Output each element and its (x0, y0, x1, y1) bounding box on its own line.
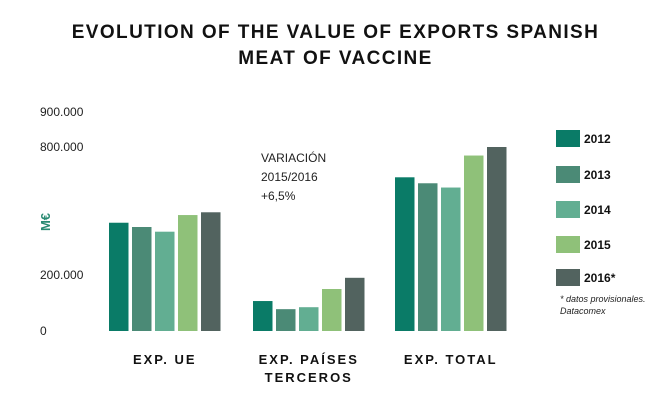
bar-2-0 (395, 177, 415, 331)
annotation-line-1: 2015/2016 (261, 170, 318, 184)
bar-2-2 (441, 187, 461, 331)
legend-label-3: 2015 (584, 238, 611, 252)
y-tick-label-2: 800.000 (40, 140, 84, 154)
bar-2-1 (418, 183, 438, 331)
bar-1-3 (322, 289, 342, 331)
legend-swatch-4 (556, 269, 580, 286)
y-tick-label-1: 200.000 (40, 268, 84, 282)
legend-swatch-2 (556, 201, 580, 218)
bar-0-1 (132, 227, 152, 331)
category-label-2-0: EXP. TOTAL (404, 352, 498, 367)
legend-swatch-3 (556, 236, 580, 253)
category-label-1-0: EXP. PAÍSES (259, 352, 359, 367)
source-note-0: * datos provisionales. (560, 294, 646, 304)
y-axis-label: M€ (38, 213, 53, 231)
y-tick-label-3: 900.000 (40, 105, 84, 119)
annotation-line-0: VARIACIÓN (261, 150, 326, 165)
y-tick-label-0: 0 (40, 324, 47, 338)
legend-swatch-1 (556, 166, 580, 183)
bar-2-3 (464, 155, 484, 331)
legend-label-2: 2014 (584, 203, 611, 217)
bar-0-2 (155, 231, 175, 331)
chart-title: EVOLUTION OF THE VALUE OF EXPORTS SPANIS… (0, 20, 671, 72)
bar-1-4 (345, 277, 365, 331)
bar-2-4 (487, 147, 507, 331)
legend-label-0: 2012 (584, 132, 611, 146)
bar-1-0 (253, 301, 273, 331)
chart-title-line-1: EVOLUTION OF THE VALUE OF EXPORTS SPANIS… (71, 22, 600, 43)
bar-0-4 (201, 212, 221, 331)
bar-0-3 (178, 215, 198, 331)
bar-1-1 (276, 309, 296, 331)
category-label-1-1: TERCEROS (265, 370, 353, 385)
source-note-1: Datacomex (560, 306, 606, 316)
chart-title-line-2: MEAT OF VACCINE (238, 48, 433, 69)
bar-0-0 (109, 222, 129, 331)
legend-label-1: 2013 (584, 168, 611, 182)
legend-swatch-0 (556, 130, 580, 147)
legend-label-4: 2016* (584, 271, 616, 285)
category-label-0-0: EXP. UE (133, 352, 197, 367)
bar-1-2 (299, 307, 319, 331)
annotation-line-2: +6,5% (261, 189, 296, 203)
